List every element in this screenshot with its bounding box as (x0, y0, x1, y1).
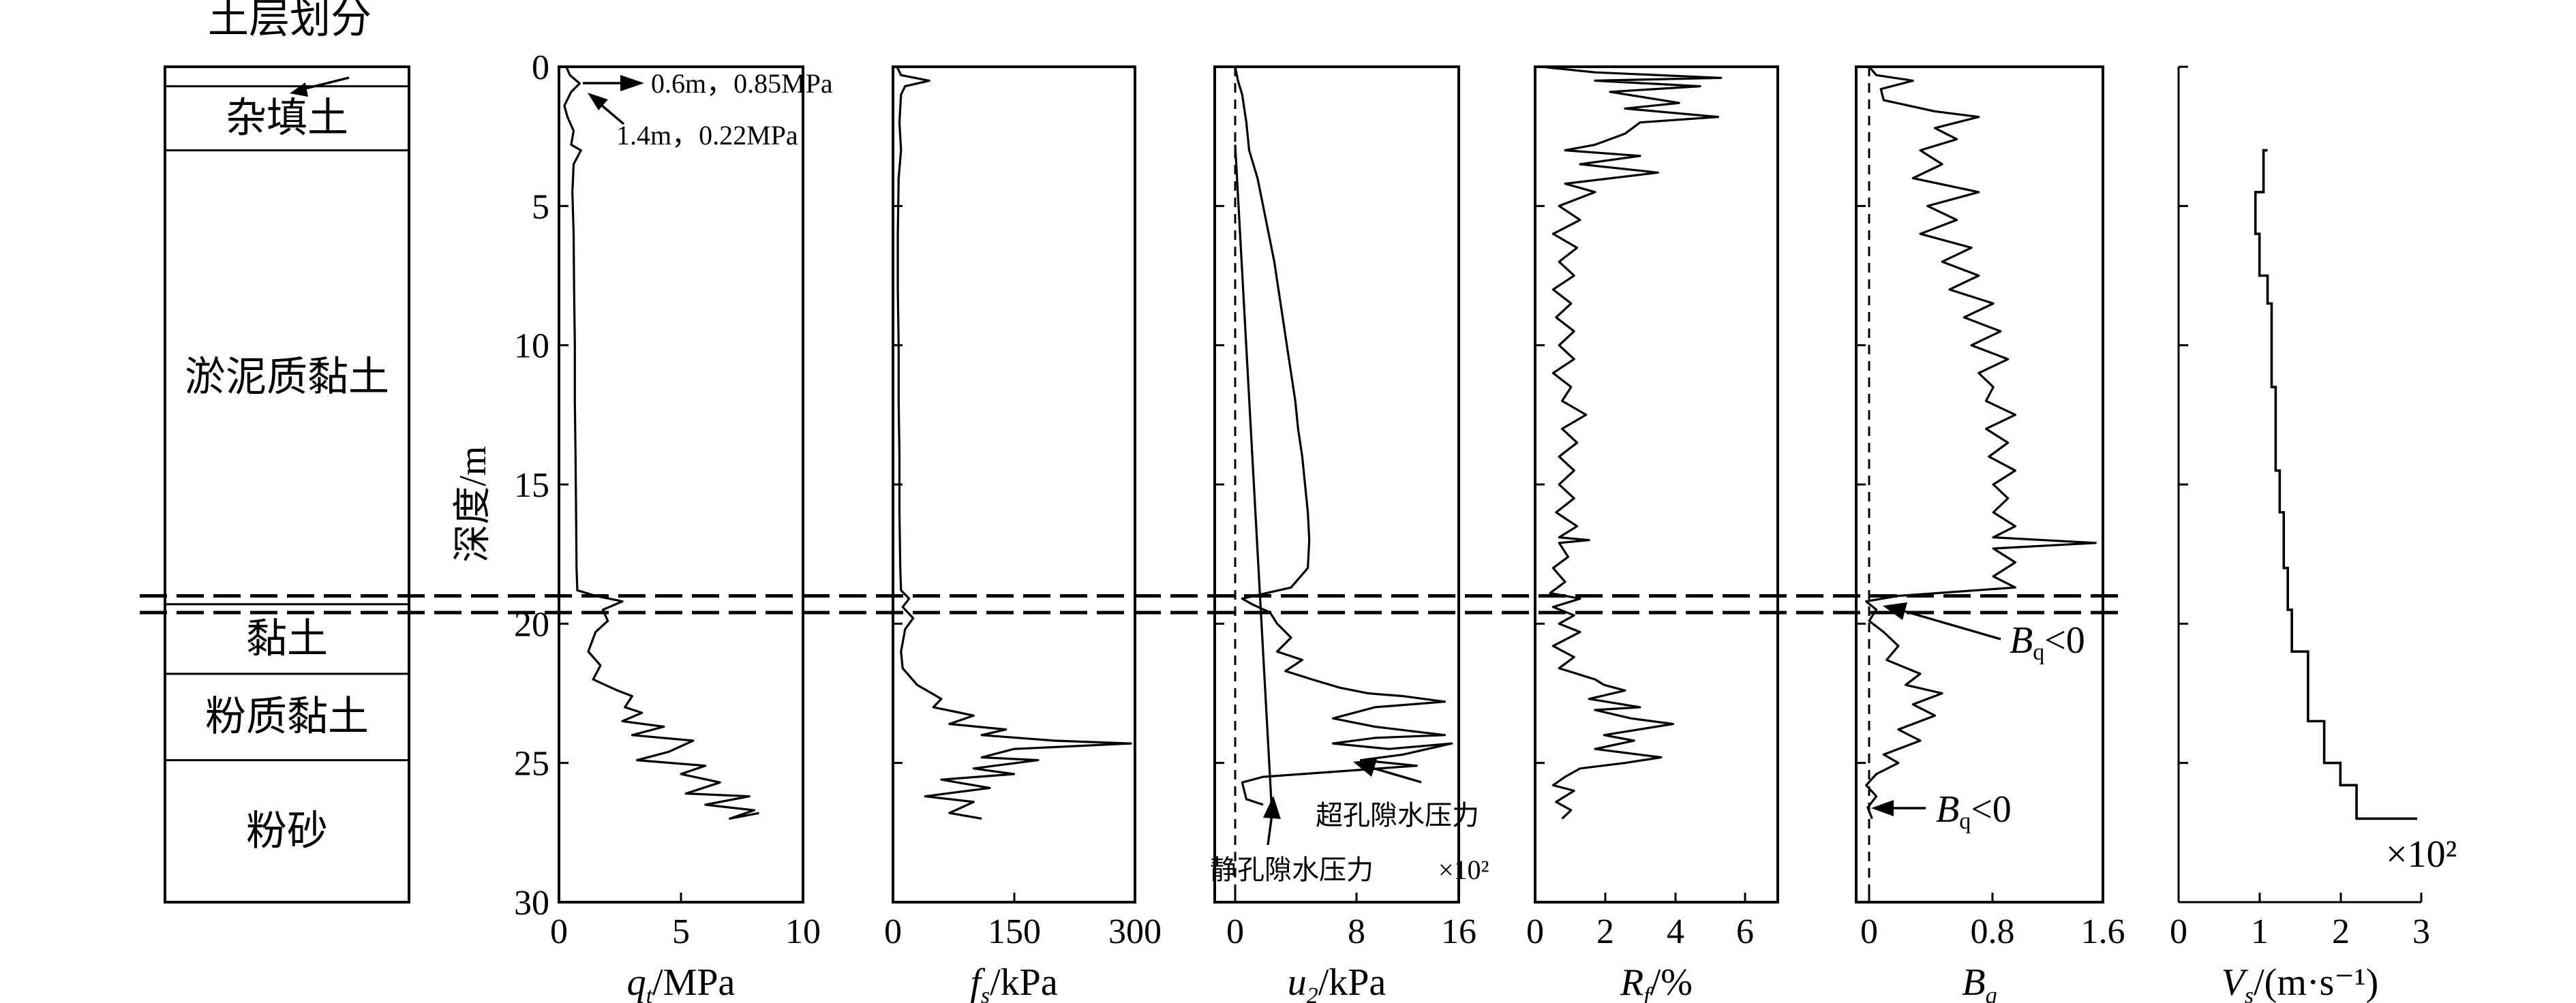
fill-layer-arrow (299, 76, 350, 91)
x-tick-label: 0.8 (1971, 912, 2015, 951)
qt-series-0 (563, 66, 759, 820)
qt-peak-label: 0.6m，0.85MPa (651, 68, 833, 99)
panel-fs: 0 150 300 fs/kPa (884, 65, 1162, 1003)
fill-layer-arrow-head (290, 82, 308, 97)
rf-frame (1534, 65, 1779, 904)
u2-series-1 (1234, 144, 1273, 805)
strata-label: 粉质黏土 (205, 694, 369, 739)
bq-axis-label: Bq (1962, 961, 1997, 1003)
x-tick-label: 0 (1526, 912, 1544, 951)
panel-vs: 0 1 2 3 Vs/(m·s⁻¹) (2170, 65, 2430, 1003)
x-tick-label: 1.6 (2081, 912, 2125, 951)
strata-label: 杂填土 (226, 96, 348, 141)
u2-frame (1213, 65, 1460, 904)
axis-subscript: t (646, 983, 654, 1003)
excess-pore-arrow (1369, 766, 1422, 784)
depth-axis-label: 深度/m (452, 446, 494, 562)
x-tick-label: 0 (884, 912, 902, 951)
rf-series-0 (1541, 65, 1723, 820)
depth-tick-label: 30 (514, 884, 549, 923)
strata-boundaries (165, 76, 409, 762)
u2-multiplier: ×10² (1438, 854, 1489, 885)
qt-frame (558, 65, 804, 904)
axis-symbol: R (1620, 961, 1643, 1003)
axis-symbol: u (1288, 961, 1307, 1003)
excess-pore-arrow-head (1353, 759, 1377, 777)
axis-symbol: B (1962, 961, 1985, 1003)
x-tick-label: 150 (988, 912, 1041, 951)
axis-symbol: q (627, 961, 646, 1003)
axis-subscript: s (2245, 983, 2254, 1003)
fs-axis-label: fs/kPa (970, 961, 1058, 1003)
x-tick-label: 4 (1667, 912, 1684, 951)
bq-neg-symbol-1: Bq<0 (2010, 619, 2085, 665)
x-tick-label: 16 (1441, 912, 1476, 951)
bq-neg-arrow-2-head (1871, 800, 1894, 816)
u2-series-0 (1234, 66, 1453, 806)
qt-low-arrow-head (588, 93, 608, 110)
vs-series (2254, 149, 2418, 820)
static-pore-label: 静孔隙水压力 (1210, 854, 1374, 885)
axis-unit: /kPa (1318, 961, 1387, 1003)
x-tick-label: 0 (1226, 912, 1244, 951)
bq-series-0 (1865, 65, 2097, 819)
vs-multiplier: ×10² (2386, 833, 2457, 876)
axis-unit: /(m·s⁻¹) (2254, 961, 2378, 1003)
axis-subscript: s (981, 983, 990, 1003)
fs-series-0 (896, 66, 1132, 820)
depth-tick-label: 10 (514, 327, 549, 366)
x-tick-label: 5 (672, 912, 690, 951)
bq-neg-arrow-1-head (1883, 602, 1907, 620)
u2-axis-label: u2/kPa (1288, 961, 1387, 1003)
panel-bq: 0 0.8 1.6 Bq (1855, 65, 2125, 1003)
x-tick-label: 0 (2170, 912, 2187, 951)
depth-tick-label: 0 (532, 48, 549, 87)
strata-label: 粉砂 (246, 809, 328, 854)
bq-neg-symbol-2: Bq<0 (1936, 788, 2012, 834)
panel-rf: 0 2 4 6 Rf/% (1526, 65, 1779, 1003)
axis-symbol: V (2222, 961, 2249, 1003)
x-tick-label: 10 (785, 912, 821, 951)
x-tick-label: 8 (1348, 912, 1365, 951)
excess-pore-label: 超孔隙水压力 (1316, 800, 1479, 831)
strata-label: 淤泥质黏土 (185, 355, 389, 400)
fs-frame (892, 65, 1136, 904)
depth-tick-label: 5 (532, 187, 549, 226)
static-pore-arrow-head (1263, 796, 1281, 819)
annotations: 0.6m，0.85MPa 1.4m，0.22MPa 超孔隙水压力 静孔隙水压力 … (583, 68, 2457, 885)
panel-u2: 0 8 16 u2/kPa (1213, 65, 1476, 1003)
qt-peak-arrow-head (620, 75, 644, 91)
depth-tick-label: 25 (514, 745, 549, 784)
vs-axis-label: Vs/(m·s⁻¹) (2222, 961, 2379, 1003)
rf-axis-label: Rf/% (1620, 961, 1693, 1003)
axis-unit: /kPa (990, 961, 1058, 1003)
qt-low-label: 1.4m，0.22MPa (616, 120, 798, 151)
bq-neg-arrow-1 (1901, 609, 2001, 641)
axis-unit: /MPa (652, 961, 735, 1003)
x-tick-label: 2 (1596, 912, 1614, 951)
axis-subscript: 2 (1307, 983, 1318, 1003)
axis-subscript: q (1986, 983, 1997, 1003)
column-title: 土层划分 (208, 0, 372, 42)
strata-frame (164, 65, 410, 904)
static-pore-arrow (1267, 814, 1273, 846)
x-tick-label: 2 (2332, 912, 2350, 951)
qt-axis-label: qt/MPa (627, 961, 736, 1003)
axis-unit: /% (1650, 961, 1693, 1003)
x-tick-label: 0 (550, 912, 568, 951)
x-tick-label: 300 (1108, 912, 1162, 951)
x-tick-label: 3 (2412, 912, 2430, 951)
depth-tick-label: 15 (514, 466, 549, 505)
x-tick-label: 1 (2251, 912, 2269, 951)
x-tick-label: 6 (1736, 912, 1754, 951)
strata-label: 黏土 (246, 617, 328, 662)
x-tick-label: 0 (1860, 912, 1878, 951)
